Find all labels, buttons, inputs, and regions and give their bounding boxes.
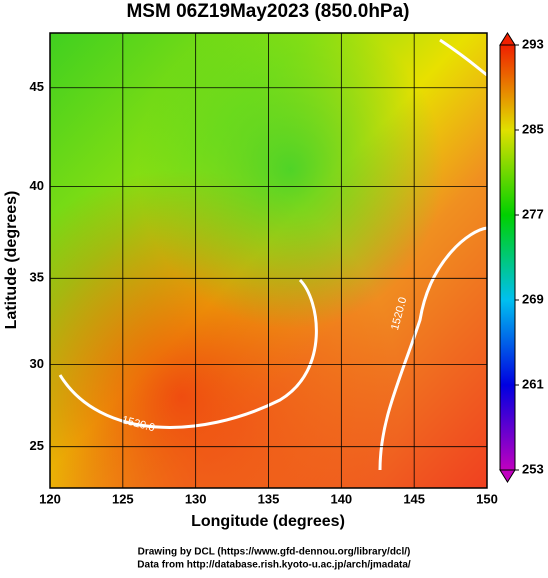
title: MSM 06Z19May2023 (850.0hPa) [126, 1, 409, 22]
y-tick-label: 35 [30, 270, 44, 285]
y-tick-label: 40 [30, 178, 44, 193]
colorbar-tick-label: 277 [522, 206, 544, 221]
colorbar-min-arrow [499, 469, 516, 483]
y-tick-label: 25 [30, 438, 44, 453]
colorbar [499, 44, 516, 471]
footer-line: Drawing by DCL (https://www.gfd-dennou.o… [138, 547, 411, 558]
x-tick-label: 130 [185, 491, 207, 506]
x-tick-label: 145 [403, 491, 425, 506]
colorbar-tick-label: 269 [522, 291, 544, 306]
x-tick-label: 140 [330, 491, 352, 506]
colorbar-tick-label: 293 [522, 36, 544, 51]
colorbar-max-arrow [499, 32, 516, 46]
x-tick-label: 150 [476, 491, 498, 506]
colorbar-tick-label: 285 [522, 121, 544, 136]
x-axis-label: Longitude (degrees) [191, 513, 345, 530]
footer-line: Data from http://database.rish.kyoto-u.a… [137, 560, 411, 571]
colorbar-tick-label: 253 [522, 461, 544, 476]
x-tick-label: 125 [112, 491, 134, 506]
contour-line [58, 38, 488, 471]
x-tick-label: 135 [258, 491, 280, 506]
x-tick-label: 120 [39, 491, 61, 506]
y-tick-label: 45 [30, 79, 44, 94]
colorbar-tick-label: 261 [522, 376, 544, 391]
y-tick-label: 30 [30, 356, 44, 371]
y-axis-label: Latitude (degrees) [3, 191, 20, 330]
